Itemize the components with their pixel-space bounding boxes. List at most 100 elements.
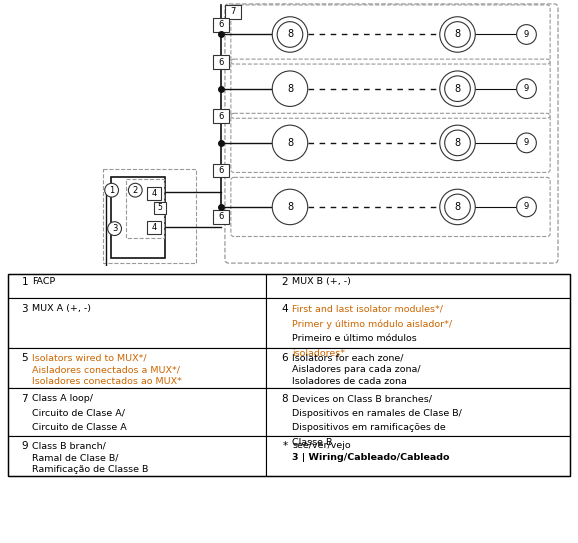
Text: 8: 8 xyxy=(287,84,293,94)
Text: 9: 9 xyxy=(21,441,28,451)
Text: Circuito de Classe A: Circuito de Classe A xyxy=(32,423,127,432)
Text: Primeiro e último módulos: Primeiro e último módulos xyxy=(292,334,417,343)
FancyBboxPatch shape xyxy=(213,210,229,224)
Text: 4: 4 xyxy=(151,188,157,198)
Text: 5: 5 xyxy=(21,353,28,363)
Text: 1: 1 xyxy=(21,276,28,287)
Circle shape xyxy=(440,17,475,52)
Circle shape xyxy=(277,22,303,47)
Text: Ramificação de Classe B: Ramificação de Classe B xyxy=(32,465,149,475)
Circle shape xyxy=(272,189,307,225)
Bar xyxy=(266,436,570,476)
Bar xyxy=(8,348,266,388)
Circle shape xyxy=(517,24,536,45)
Text: Isolators wired to MUX*/: Isolators wired to MUX*/ xyxy=(32,353,147,362)
Circle shape xyxy=(517,79,536,98)
Circle shape xyxy=(108,222,121,236)
Text: 2: 2 xyxy=(281,276,288,287)
Text: 6: 6 xyxy=(218,212,224,222)
Text: 6: 6 xyxy=(218,58,224,67)
Text: Primer y último módulo aislador*/: Primer y último módulo aislador*/ xyxy=(292,319,452,329)
FancyBboxPatch shape xyxy=(147,221,161,234)
Circle shape xyxy=(444,76,470,102)
Text: 6: 6 xyxy=(218,20,224,29)
Text: Aisladores conectados a MUX*/: Aisladores conectados a MUX*/ xyxy=(32,365,180,374)
Circle shape xyxy=(105,184,118,197)
Circle shape xyxy=(517,133,536,153)
Circle shape xyxy=(440,189,475,225)
Text: Isolators for each zone/: Isolators for each zone/ xyxy=(292,353,403,362)
Text: 6: 6 xyxy=(218,112,224,121)
Text: FACP: FACP xyxy=(32,276,55,286)
FancyBboxPatch shape xyxy=(154,202,166,214)
Text: see/ver/vejo: see/ver/vejo xyxy=(292,441,351,450)
Text: isoladores*: isoladores* xyxy=(292,349,345,358)
Bar xyxy=(8,274,266,298)
Text: Isoladores conectados ao MUX*: Isoladores conectados ao MUX* xyxy=(32,377,182,386)
Text: 6: 6 xyxy=(281,353,288,363)
Text: 8: 8 xyxy=(454,29,461,40)
Text: Classe B: Classe B xyxy=(292,438,332,446)
Text: 2: 2 xyxy=(132,186,138,195)
Text: 8: 8 xyxy=(287,29,293,40)
FancyBboxPatch shape xyxy=(213,109,229,123)
Text: 8: 8 xyxy=(281,394,288,404)
Bar xyxy=(266,274,570,298)
Text: 9: 9 xyxy=(524,138,529,147)
Bar xyxy=(8,436,266,476)
Circle shape xyxy=(444,130,470,156)
Text: Dispositivos em ramificações de: Dispositivos em ramificações de xyxy=(292,423,446,432)
Text: 3: 3 xyxy=(112,224,117,233)
FancyBboxPatch shape xyxy=(213,55,229,69)
Text: Class B branch/: Class B branch/ xyxy=(32,441,106,450)
Text: 9: 9 xyxy=(524,84,529,93)
Text: Aisladores para cada zona/: Aisladores para cada zona/ xyxy=(292,365,421,374)
Bar xyxy=(8,274,570,476)
Text: 8: 8 xyxy=(287,138,293,148)
FancyBboxPatch shape xyxy=(213,163,229,178)
Text: 8: 8 xyxy=(454,202,461,212)
Bar xyxy=(266,298,570,348)
Bar xyxy=(266,388,570,436)
Text: 9: 9 xyxy=(524,203,529,211)
Text: Dispositivos en ramales de Clase B/: Dispositivos en ramales de Clase B/ xyxy=(292,409,462,418)
Bar xyxy=(266,348,570,388)
FancyBboxPatch shape xyxy=(225,5,240,18)
Text: Class A loop/: Class A loop/ xyxy=(32,394,93,403)
Text: First and last isolator modules*/: First and last isolator modules*/ xyxy=(292,304,443,313)
Text: MUX A (+, -): MUX A (+, -) xyxy=(32,304,91,313)
Text: 5: 5 xyxy=(157,204,162,212)
Text: 8: 8 xyxy=(454,84,461,94)
Text: MUX B (+, -): MUX B (+, -) xyxy=(292,276,351,286)
Bar xyxy=(8,298,266,348)
Circle shape xyxy=(440,125,475,161)
Circle shape xyxy=(272,71,307,106)
Text: 9: 9 xyxy=(524,30,529,39)
Text: 4: 4 xyxy=(151,223,157,232)
FancyBboxPatch shape xyxy=(213,18,229,31)
Text: Devices on Class B branches/: Devices on Class B branches/ xyxy=(292,394,432,403)
Bar xyxy=(110,178,165,258)
Circle shape xyxy=(444,194,470,220)
Circle shape xyxy=(272,125,307,161)
Text: 6: 6 xyxy=(218,166,224,175)
Bar xyxy=(8,388,266,436)
Circle shape xyxy=(517,197,536,217)
Text: 7: 7 xyxy=(230,7,235,16)
Text: 4: 4 xyxy=(281,304,288,314)
Text: 7: 7 xyxy=(21,394,28,404)
Text: 8: 8 xyxy=(454,138,461,148)
Text: Ramal de Clase B/: Ramal de Clase B/ xyxy=(32,453,118,463)
Text: 3: 3 xyxy=(21,304,28,314)
Circle shape xyxy=(440,71,475,106)
Text: Circuito de Clase A/: Circuito de Clase A/ xyxy=(32,409,125,418)
Text: 1: 1 xyxy=(109,186,114,195)
Text: *: * xyxy=(283,441,288,451)
Text: 8: 8 xyxy=(287,202,293,212)
Text: Isoladores de cada zona: Isoladores de cada zona xyxy=(292,377,407,386)
FancyBboxPatch shape xyxy=(147,187,161,200)
Text: 3 | Wiring/Cableado/Cableado: 3 | Wiring/Cableado/Cableado xyxy=(292,453,450,463)
Circle shape xyxy=(128,184,142,197)
Circle shape xyxy=(272,17,307,52)
Circle shape xyxy=(444,22,470,47)
